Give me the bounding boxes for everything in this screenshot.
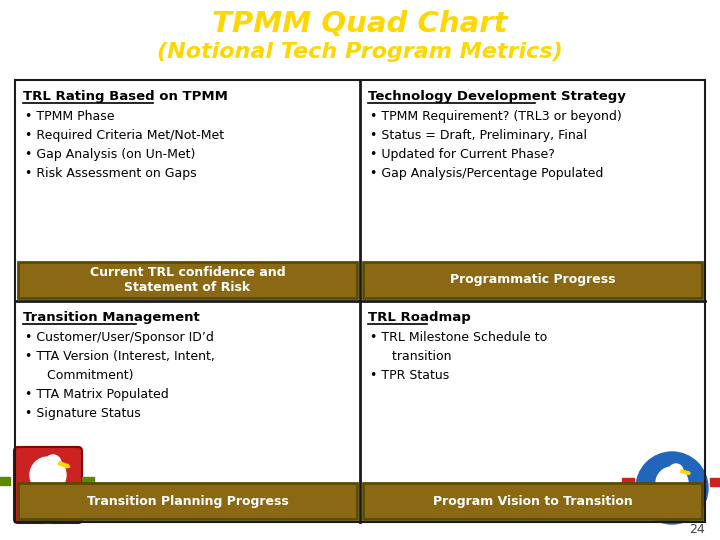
Text: • TTA Matrix Populated: • TTA Matrix Populated bbox=[25, 388, 168, 401]
Circle shape bbox=[636, 452, 708, 524]
Text: (Notional Tech Program Metrics): (Notional Tech Program Metrics) bbox=[157, 42, 563, 62]
Text: Program Vision to Transition: Program Vision to Transition bbox=[433, 495, 632, 508]
Text: TRL Roadmap: TRL Roadmap bbox=[368, 311, 471, 324]
Bar bbox=[622, 478, 634, 486]
Text: • TPMM Phase: • TPMM Phase bbox=[25, 110, 114, 123]
FancyArrow shape bbox=[680, 470, 690, 475]
Text: Programmatic Progress: Programmatic Progress bbox=[450, 273, 616, 287]
FancyBboxPatch shape bbox=[14, 447, 82, 523]
Bar bbox=[0, 477, 10, 485]
Text: TPMM Quad Chart: TPMM Quad Chart bbox=[212, 10, 508, 38]
FancyBboxPatch shape bbox=[18, 483, 357, 519]
Text: • Required Criteria Met/Not-Met: • Required Criteria Met/Not-Met bbox=[25, 129, 224, 142]
Text: • Customer/User/Sponsor ID’d: • Customer/User/Sponsor ID’d bbox=[25, 331, 214, 344]
Bar bbox=[82, 477, 94, 485]
Text: • Status = Draft, Preliminary, Final: • Status = Draft, Preliminary, Final bbox=[370, 129, 587, 142]
Text: Transition Management: Transition Management bbox=[23, 311, 199, 324]
Text: Technology Development Strategy: Technology Development Strategy bbox=[368, 90, 626, 103]
Text: 24: 24 bbox=[689, 523, 705, 536]
Circle shape bbox=[45, 455, 61, 471]
FancyBboxPatch shape bbox=[363, 262, 702, 298]
Text: Current TRL confidence and
Statement of Risk: Current TRL confidence and Statement of … bbox=[90, 266, 285, 294]
Text: • Risk Assessment on Gaps: • Risk Assessment on Gaps bbox=[25, 167, 197, 180]
Text: • Updated for Current Phase?: • Updated for Current Phase? bbox=[370, 148, 555, 161]
Circle shape bbox=[669, 464, 683, 478]
Text: • TPMM Requirement? (TRL3 or beyond): • TPMM Requirement? (TRL3 or beyond) bbox=[370, 110, 622, 123]
Text: • TTA Version (Interest, Intent,: • TTA Version (Interest, Intent, bbox=[25, 350, 215, 363]
Text: Transition Planning Progress: Transition Planning Progress bbox=[86, 495, 289, 508]
Text: • Gap Analysis (on Un-Met): • Gap Analysis (on Un-Met) bbox=[25, 148, 195, 161]
Text: transition: transition bbox=[380, 350, 451, 363]
FancyArrow shape bbox=[58, 462, 70, 468]
Text: • TPR Status: • TPR Status bbox=[370, 369, 449, 382]
Circle shape bbox=[26, 479, 70, 523]
FancyBboxPatch shape bbox=[18, 262, 357, 298]
FancyBboxPatch shape bbox=[363, 483, 702, 519]
Text: • TRL Milestone Schedule to: • TRL Milestone Schedule to bbox=[370, 331, 547, 344]
Text: Commitment): Commitment) bbox=[35, 369, 133, 382]
Bar bbox=[710, 478, 720, 486]
Text: • Gap Analysis/Percentage Populated: • Gap Analysis/Percentage Populated bbox=[370, 167, 603, 180]
Circle shape bbox=[656, 467, 688, 499]
Text: • Signature Status: • Signature Status bbox=[25, 407, 140, 420]
Circle shape bbox=[30, 457, 66, 493]
Text: TRL Rating Based on TPMM: TRL Rating Based on TPMM bbox=[23, 90, 228, 103]
